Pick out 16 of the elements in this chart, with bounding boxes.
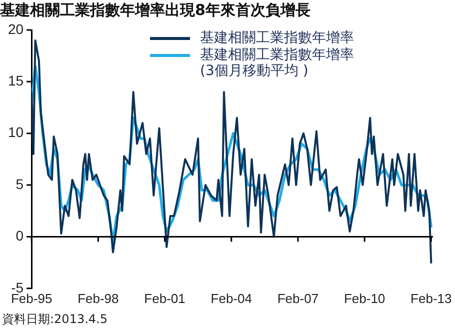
x-tick-label: Feb-07 [277,290,319,306]
y-tick-label: 10 [8,124,24,140]
x-tick-label: Feb-01 [144,290,186,306]
x-tick-label: Feb-98 [78,290,119,306]
y-tick-label: 15 [8,72,24,89]
y-tick-label: 20 [8,20,24,37]
text: 資料日期:2013.4.5 [2,311,108,328]
y-tick-label: 0 [16,228,24,244]
y-tick-label: 5 [16,176,24,192]
legend-label: 基建相關工業指數年增率 [200,30,354,46]
y-tick-label: -5 [11,279,24,296]
x-tick-label: Feb-13 [410,290,452,306]
x-tick-label: Feb-04 [210,290,252,306]
chart-title: 基建相關工業指數年增率出現8年來首次負增長 [0,0,310,19]
legend-label: 基建相關工業指數年增率 (3個月移動平均 ) [200,47,354,79]
x-tick-label: Feb-10 [344,290,386,306]
